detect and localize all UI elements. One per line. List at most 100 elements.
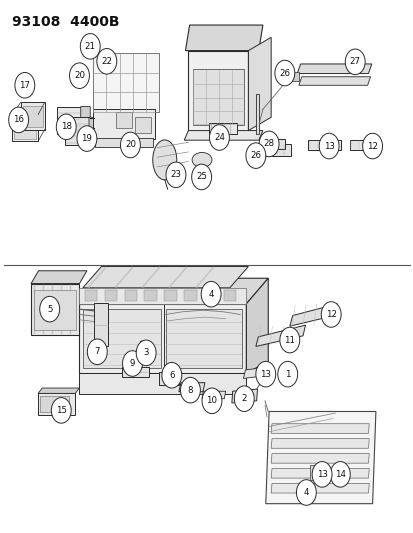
Text: 16: 16	[13, 116, 24, 124]
Circle shape	[120, 132, 140, 158]
Bar	[85, 290, 97, 301]
Circle shape	[320, 302, 340, 327]
Ellipse shape	[152, 140, 176, 180]
Polygon shape	[255, 325, 305, 346]
Polygon shape	[159, 372, 178, 385]
Polygon shape	[81, 107, 90, 134]
Polygon shape	[93, 109, 155, 139]
Text: 93108  4400B: 93108 4400B	[12, 15, 120, 29]
Text: 20: 20	[74, 71, 85, 80]
Circle shape	[330, 462, 349, 487]
Bar	[349, 140, 380, 150]
Text: 26: 26	[250, 151, 261, 160]
Polygon shape	[298, 77, 370, 85]
Text: 11: 11	[284, 336, 294, 344]
Circle shape	[166, 162, 185, 188]
Polygon shape	[65, 117, 89, 145]
Circle shape	[56, 114, 76, 140]
Polygon shape	[12, 115, 38, 141]
Bar	[255, 94, 259, 134]
Polygon shape	[21, 102, 45, 130]
Polygon shape	[78, 304, 246, 373]
Bar	[116, 112, 132, 128]
Text: 13: 13	[260, 370, 271, 378]
Text: 10: 10	[206, 397, 217, 405]
Text: 27: 27	[349, 58, 360, 66]
Text: 22: 22	[101, 57, 112, 66]
Circle shape	[9, 107, 28, 133]
Circle shape	[15, 72, 35, 98]
Bar	[289, 72, 298, 81]
Text: 12: 12	[325, 310, 336, 319]
Text: 18: 18	[61, 123, 71, 131]
Circle shape	[122, 351, 142, 376]
Circle shape	[274, 60, 294, 86]
Polygon shape	[94, 303, 107, 346]
Circle shape	[259, 131, 278, 157]
Polygon shape	[271, 469, 368, 478]
Circle shape	[362, 133, 382, 159]
Circle shape	[40, 296, 59, 322]
Circle shape	[234, 386, 254, 411]
Circle shape	[51, 398, 71, 423]
Circle shape	[77, 126, 97, 151]
Text: 15: 15	[56, 406, 66, 415]
Polygon shape	[289, 304, 337, 326]
Polygon shape	[57, 107, 81, 134]
Text: 4: 4	[303, 488, 309, 497]
Text: 24: 24	[214, 133, 224, 142]
Circle shape	[277, 361, 297, 387]
Circle shape	[318, 133, 338, 159]
Ellipse shape	[192, 152, 211, 167]
Polygon shape	[265, 411, 375, 504]
Text: 1: 1	[284, 370, 290, 378]
Bar	[14, 117, 36, 139]
Polygon shape	[246, 278, 268, 373]
Polygon shape	[31, 284, 79, 335]
Bar	[184, 290, 196, 301]
Text: 8: 8	[187, 386, 193, 394]
Text: 13: 13	[323, 142, 334, 150]
Polygon shape	[122, 367, 149, 377]
Polygon shape	[78, 278, 268, 304]
Polygon shape	[89, 117, 97, 145]
Polygon shape	[184, 131, 262, 140]
Bar	[255, 144, 290, 156]
Polygon shape	[95, 138, 153, 147]
Text: 21: 21	[85, 42, 95, 51]
Polygon shape	[185, 25, 262, 51]
Bar	[134, 117, 151, 133]
Text: 9: 9	[130, 359, 135, 368]
Text: 5: 5	[47, 305, 52, 313]
Text: 28: 28	[263, 140, 274, 148]
Polygon shape	[297, 64, 371, 74]
Text: 26: 26	[279, 69, 290, 77]
Circle shape	[136, 340, 156, 366]
Circle shape	[202, 388, 221, 414]
Polygon shape	[78, 373, 246, 394]
Text: 7: 7	[94, 348, 100, 356]
Polygon shape	[83, 309, 160, 368]
Text: 14: 14	[334, 470, 345, 479]
Bar	[104, 290, 117, 301]
Circle shape	[69, 63, 89, 88]
Circle shape	[209, 125, 229, 150]
Bar	[204, 290, 216, 301]
Bar	[124, 290, 137, 301]
Bar	[144, 290, 157, 301]
Polygon shape	[202, 391, 225, 399]
Text: 2: 2	[241, 394, 247, 403]
Text: 6: 6	[169, 371, 174, 379]
Text: 13: 13	[316, 470, 327, 479]
Polygon shape	[248, 37, 271, 131]
Polygon shape	[31, 271, 87, 284]
Circle shape	[180, 377, 200, 403]
Bar	[164, 290, 176, 301]
Circle shape	[80, 34, 100, 59]
Circle shape	[344, 49, 364, 75]
Polygon shape	[271, 424, 368, 433]
Circle shape	[87, 339, 107, 365]
Polygon shape	[78, 288, 246, 304]
Polygon shape	[231, 389, 257, 403]
Polygon shape	[178, 383, 204, 392]
